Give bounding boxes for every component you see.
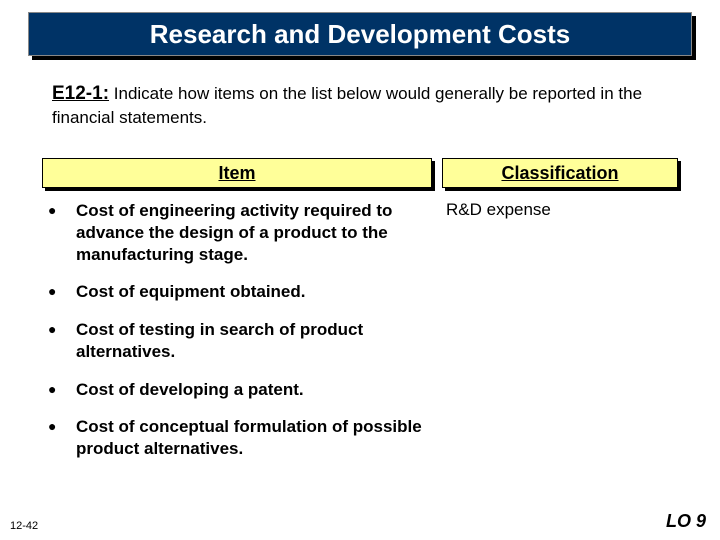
item-classification: R&D expense xyxy=(434,200,678,220)
slide: Research and Development Costs E12-1: In… xyxy=(0,0,720,540)
slide-number: 12-42 xyxy=(10,520,38,532)
bullet-icon: ● xyxy=(48,202,58,218)
list-item: ● Cost of conceptual formulation of poss… xyxy=(42,416,678,460)
item-text: Cost of developing a patent. xyxy=(76,379,434,401)
list-item: ● Cost of equipment obtained. xyxy=(42,281,678,303)
item-text: Cost of engineering activity required to… xyxy=(76,200,434,265)
column-header-item: Item xyxy=(42,158,432,188)
column-label-classification: Classification xyxy=(501,163,618,184)
column-header-classification: Classification xyxy=(442,158,678,188)
learning-objective: LO 9 xyxy=(666,511,706,532)
title-front: Research and Development Costs xyxy=(28,12,692,56)
column-headers: Item Classification xyxy=(42,158,678,188)
list-item: ● Cost of engineering activity required … xyxy=(42,200,678,265)
header-front: Classification xyxy=(442,158,678,188)
header-front: Item xyxy=(42,158,432,188)
bullet-icon: ● xyxy=(48,321,58,337)
instruction-block: E12-1: Indicate how items on the list be… xyxy=(52,82,668,129)
item-text: Cost of equipment obtained. xyxy=(76,281,434,303)
exercise-label: E12-1: xyxy=(52,83,109,104)
items-list: ● Cost of engineering activity required … xyxy=(42,200,678,476)
item-text: Cost of conceptual formulation of possib… xyxy=(76,416,434,460)
bullet-icon: ● xyxy=(48,418,58,434)
item-text: Cost of testing in search of product alt… xyxy=(76,319,434,363)
bullet-icon: ● xyxy=(48,283,58,299)
instruction-text: Indicate how items on the list below wou… xyxy=(52,84,642,127)
title-bar: Research and Development Costs xyxy=(28,12,692,56)
column-label-item: Item xyxy=(218,163,255,184)
slide-title: Research and Development Costs xyxy=(150,19,570,50)
list-item: ● Cost of developing a patent. xyxy=(42,379,678,401)
list-item: ● Cost of testing in search of product a… xyxy=(42,319,678,363)
bullet-icon: ● xyxy=(48,381,58,397)
